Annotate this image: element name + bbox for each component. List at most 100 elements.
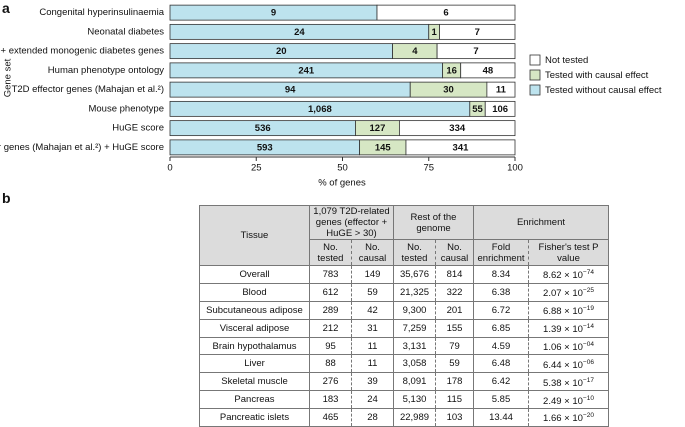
bar-segment (460, 62, 516, 79)
table-cell: 11 (351, 354, 394, 374)
bar-segment (439, 23, 516, 40)
p-value-exponent: −25 (582, 287, 594, 295)
table-cell: 22,989 (393, 408, 436, 427)
data-label: 241 (298, 65, 315, 76)
table-cell: 149 (351, 265, 394, 284)
p-value-exponent: −17 (582, 376, 594, 384)
table-cell: 465 (309, 408, 352, 427)
bar-segment (486, 81, 516, 98)
column-header: Fisher's test P value (528, 239, 609, 266)
legend-label: Tested without causal effect (545, 85, 662, 96)
p-value-exponent: −20 (582, 412, 594, 420)
group-header: 1,079 T2D-related genes (effector + HuGE… (309, 205, 394, 240)
table-cell: 88 (309, 354, 352, 374)
data-label: 20 (276, 46, 287, 57)
table-cell: 28 (351, 408, 394, 427)
table-cell: Liver (199, 354, 310, 374)
table-row: Overall 783 149 35,676 814 8.34 8.62 × 10−74 (199, 265, 609, 284)
legend-swatch (529, 69, 541, 81)
table-cell: 39 (351, 372, 394, 392)
table-cell: 115 (435, 390, 474, 410)
table-cell: 6.38 (473, 282, 529, 302)
p-value-exponent: −10 (582, 394, 594, 402)
table-row: Blood 612 59 21,325 322 6.38 2.07 × 10−25 (199, 282, 609, 302)
table-cell: 322 (435, 282, 474, 302)
table-cell: Subcutaneous adipose (199, 300, 310, 320)
table-cell: 5.38 × 10−17 (528, 372, 609, 392)
table-cell: Pancreas (199, 390, 310, 410)
table-cell: Blood (199, 282, 310, 302)
data-label: 334 (449, 123, 466, 134)
x-axis-label: % of genes (318, 178, 366, 189)
table-cell: 59 (435, 354, 474, 374)
data-label: 6 (443, 8, 448, 19)
table-cell: 814 (435, 265, 474, 284)
y-tick-label: Neonatal diabetes (87, 26, 164, 37)
data-label: 11 (496, 85, 507, 96)
table-cell: 6.72 (473, 300, 529, 320)
table-cell: 178 (435, 372, 474, 392)
table-cell: 59 (351, 282, 394, 302)
data-label: 593 (257, 142, 273, 153)
chart: Gene set % of genes Congenital hyperinsu… (0, 4, 662, 189)
column-header: No. causal (435, 239, 474, 266)
table-cell: Overall (199, 265, 310, 284)
table-cell: 183 (309, 390, 352, 410)
column-header: No. causal (351, 239, 394, 266)
data-label: 7 (475, 27, 480, 38)
table-cell: Brain hypothalamus (199, 336, 310, 356)
enrichment-table: Tissue 1,079 T2D-related genes (effector … (199, 205, 609, 427)
table-cell: 6.48 (473, 354, 529, 374)
data-label: 94 (285, 85, 296, 96)
data-label: 341 (453, 142, 470, 153)
data-label: 9 (271, 8, 276, 19)
table-cell: 1.39 × 10−14 (528, 318, 609, 338)
table-cell: 1.06 × 10−04 (528, 336, 609, 356)
y-tick-label: T2D effector genes (Mahajan et al.²) (12, 84, 164, 95)
table-cell: 21,325 (393, 282, 436, 302)
table-cell: 6.85 (473, 318, 529, 338)
data-label: 48 (483, 65, 494, 76)
y-tick-label: Curated + extended monogenic diabetes ge… (0, 46, 164, 57)
table-cell: Skeletal muscle (199, 372, 310, 392)
y-tick-label: Mouse phenotype (88, 103, 164, 114)
table-cell: 783 (309, 265, 352, 284)
bar-segment (436, 43, 516, 60)
legend-swatch (529, 54, 541, 66)
data-label: 4 (412, 46, 418, 57)
x-tick-label: 75 (423, 163, 434, 174)
bar-segment (376, 4, 516, 21)
data-label: 106 (492, 104, 508, 115)
table-cell: 1.66 × 10−20 (528, 408, 609, 427)
table-cell: 35,676 (393, 265, 436, 284)
panel-label: b (2, 190, 11, 206)
table-cell: 11 (351, 336, 394, 356)
p-value-base: 1.66 × 10 (543, 413, 583, 425)
table-cell: 3,131 (393, 336, 436, 356)
group-header: Rest of the genome (393, 205, 474, 240)
data-label: 536 (255, 123, 271, 134)
table-cell: 276 (309, 372, 352, 392)
table-row: Pancreas 183 24 5,130 115 5.85 2.49 × 10−10 (199, 390, 609, 410)
x-tick-label: 100 (507, 163, 523, 174)
y-tick-label: Human phenotype ontology (48, 65, 164, 76)
table-row: Subcutaneous adipose 289 42 9,300 201 6.72 6.8… (199, 300, 609, 320)
column-header: No. tested (393, 239, 436, 266)
p-value-base: 6.44 × 10 (543, 359, 583, 371)
data-label: 24 (294, 27, 305, 38)
data-label: 30 (443, 85, 454, 96)
table-cell: 42 (351, 300, 394, 320)
table-row: Liver 88 11 3,058 59 6.48 6.44 × 10−06 (199, 354, 609, 374)
table-cell: 9,300 (393, 300, 436, 320)
legend-swatch (529, 84, 541, 96)
table-cell: 8.34 (473, 265, 529, 284)
column-header: No. tested (309, 239, 352, 266)
p-value-base: 1.39 × 10 (543, 324, 583, 336)
panel-label: a (2, 0, 10, 16)
table-cell: 24 (351, 390, 394, 410)
y-tick-label: T2D effector genes (Mahajan et al.²) + H… (0, 142, 164, 153)
table-cell: 5.85 (473, 390, 529, 410)
p-value-base: 8.62 × 10 (543, 270, 583, 282)
legend-label: Not tested (545, 55, 588, 66)
